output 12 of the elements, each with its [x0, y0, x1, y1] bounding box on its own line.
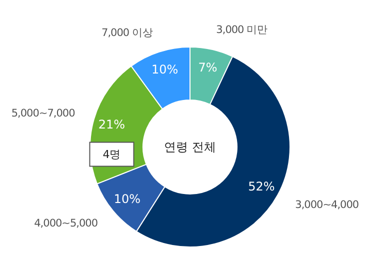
data-label: 10% — [114, 192, 141, 206]
data-label: 10% — [151, 62, 178, 76]
data-label: 52% — [248, 179, 275, 194]
text: 4명 — [102, 148, 121, 161]
slice-label: 3,000 미만 — [216, 24, 268, 36]
slice-label: 5,000~7,000 — [11, 108, 75, 120]
slice-label: 4,000~5,000 — [34, 217, 98, 230]
data-label: 21% — [98, 117, 126, 132]
slice-label: 7,000 이상 — [102, 26, 154, 39]
text: 연령 전체 — [164, 140, 216, 154]
data-label: 7% — [198, 60, 218, 74]
slice-label: 3,000~4,000 — [295, 198, 359, 211]
